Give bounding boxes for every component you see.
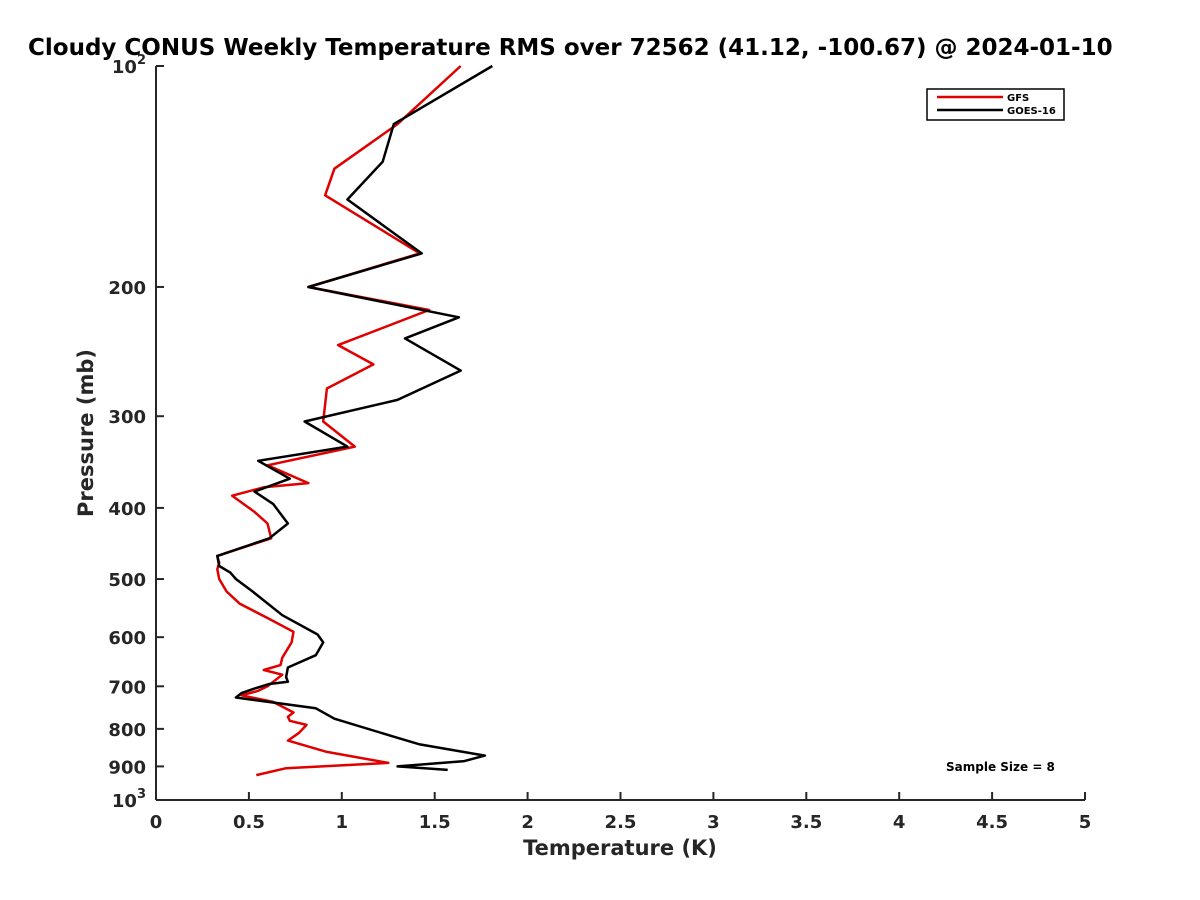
x-tick-label: 0 [150,812,163,833]
y-tick-base: 10 [112,57,137,78]
y-axis-label: Pressure (mb) [74,349,98,517]
x-tick-label: 4 [893,812,906,833]
y-tick-base: 10 [112,791,137,812]
x-tick-label: 2.5 [605,812,637,833]
x-tick-label: 3 [707,812,720,833]
y-tick-label: 200 [108,278,146,299]
y-tick-label: 800 [108,720,146,741]
y-tick-label: 102 [112,53,146,78]
x-tick-label: 0.5 [233,812,265,833]
x-axis-label: Temperature (K) [523,836,717,860]
legend-label-gfs: GFS [1007,93,1029,104]
x-tick-label: 1 [336,812,349,833]
plot-area [216,64,493,777]
x-tick-label: 1.5 [419,812,451,833]
y-tick-label: 700 [108,677,146,698]
legend-label-goes16: GOES-16 [1007,106,1056,117]
legend: GFS GOES-16 [926,88,1065,121]
y-tick-exponent: 3 [137,787,146,802]
y-tick-label: 103 [112,787,146,812]
x-tick-label: 4.5 [976,812,1008,833]
chart-title: Cloudy CONUS Weekly Temperature RMS over… [28,35,1113,61]
legend-box [926,88,1065,121]
y-tick-label: 300 [108,407,146,428]
y-tick-label: 500 [108,570,146,591]
y-tick-label: 900 [108,757,146,778]
x-tick-label: 5 [1079,812,1092,833]
y-tick-exponent: 2 [137,53,146,68]
series-line-gfs [216,65,462,777]
x-axis-ticks: 0 0.5 1 1.5 2 2.5 3 3.5 4 4.5 5 [150,792,1092,833]
y-tick-label: 400 [108,499,146,520]
x-tick-label: 3.5 [790,812,822,833]
x-tick-label: 2 [521,812,534,833]
sample-size-annotation: Sample Size = 8 [946,760,1055,774]
series-line-goes16 [216,64,493,772]
y-tick-label: 600 [108,628,146,649]
